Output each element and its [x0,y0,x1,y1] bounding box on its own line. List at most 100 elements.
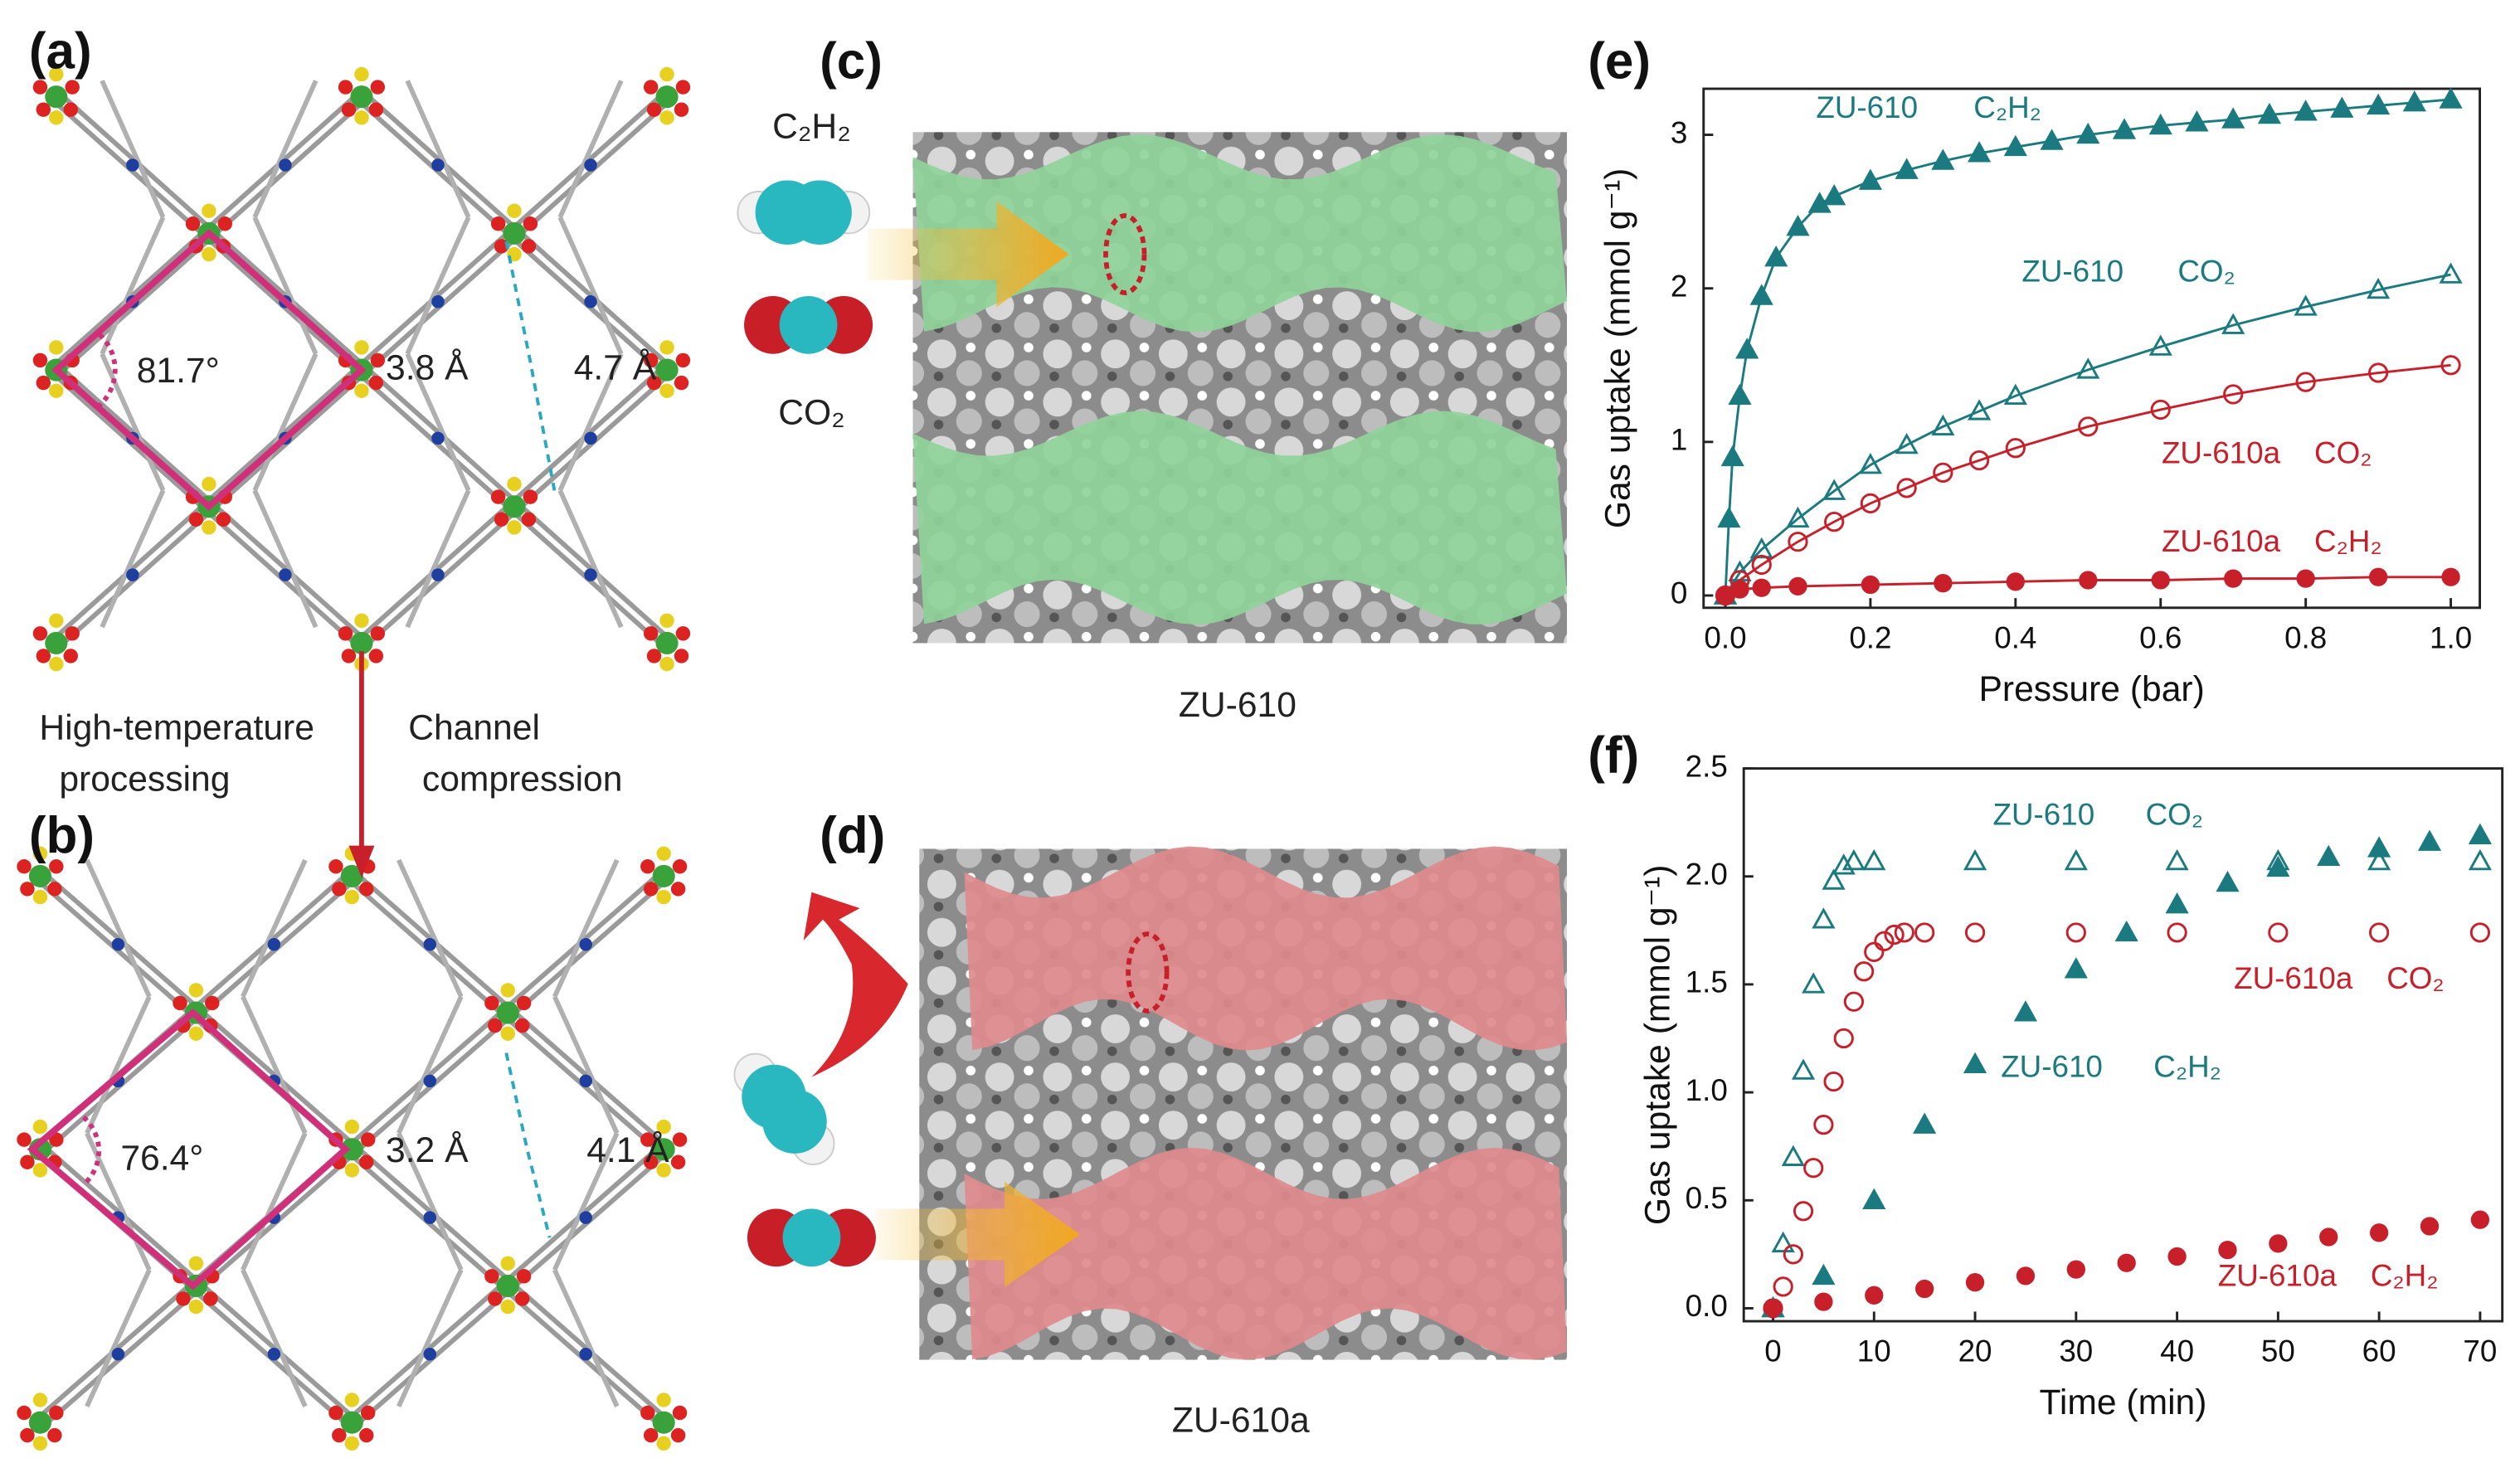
atom [643,352,659,368]
atom [188,512,204,527]
marker [2167,922,2187,943]
atom [523,489,538,504]
atom [368,649,384,663]
atom [656,1393,671,1407]
marker [1864,941,1885,962]
legend-label: ZU-610a [2218,1258,2338,1292]
marker [2295,372,2316,392]
marker [1786,506,1810,528]
atom [216,512,231,527]
marker [2369,1223,2389,1242]
marker [1812,907,1836,929]
nitrogen [579,1348,592,1361]
linker [252,80,319,219]
metal [655,631,679,654]
atom [360,1132,376,1147]
metal [340,1138,363,1161]
y-tick-label: 2.0 [1686,857,1728,891]
marker [2216,870,2240,892]
marker [1894,922,1914,943]
atom [507,203,522,218]
linker [405,489,471,629]
atom [341,102,357,117]
marker [2065,922,2086,943]
nitrogen [423,1348,437,1361]
atom [354,340,369,355]
metal [503,495,526,518]
marker [2076,122,2100,144]
atom [49,859,64,874]
atom [344,1436,360,1451]
atom [672,859,688,874]
linker [557,489,624,629]
atom [659,340,674,355]
linker [396,1132,464,1271]
distance-label: 3.2 Å [386,1130,469,1170]
marker [1843,991,1865,1012]
atom [500,1299,515,1315]
series-line [1724,273,2451,596]
atom [63,649,78,663]
pore-surface [912,134,1568,333]
process-label: High-temperature [39,707,314,747]
x-tick-label: 70 [2463,1334,2497,1368]
atom [490,216,506,231]
linker [557,80,624,219]
linker [241,1268,308,1407]
metal [652,1138,675,1161]
atom [354,110,369,125]
atom [47,882,62,897]
c-atom [779,295,838,354]
linker [557,216,624,355]
marker [2469,922,2491,943]
acetylene [733,1052,835,1166]
y-tick-label: 1.0 [1686,1073,1728,1107]
nitrogen [126,568,139,581]
y-tick-label: 0 [1671,576,1687,610]
marker [2150,399,2171,420]
atom [643,882,659,897]
nitrogen [126,158,139,172]
co2 [747,1208,876,1267]
atom [646,649,662,663]
marker [2218,1241,2237,1260]
marker [1788,576,1807,596]
marker [1860,493,1881,514]
legend-label: ZU-610a [2234,961,2353,995]
x-tick-label: 1.0 [2430,620,2472,654]
x-tick-label: 0.0 [1704,620,1746,654]
atom [672,1405,688,1421]
marker [1965,1273,1985,1292]
gas-label: C₂H₂ [772,107,851,147]
atom [338,626,353,641]
atom [360,1405,376,1421]
atom [490,489,506,504]
metal [652,864,675,887]
atom [500,1256,515,1271]
metal [340,1411,363,1434]
panel-label: (b) [29,807,95,864]
marker [2269,1234,2288,1253]
metal [496,1001,519,1024]
atom [344,889,360,905]
marker [2167,1247,2187,1266]
marker [2368,567,2388,586]
atom [202,203,216,218]
x-tick-label: 30 [2059,1334,2093,1368]
atom [63,102,78,117]
co2 [744,295,873,354]
marker [2151,571,2170,590]
atom [659,613,674,629]
nitrogen [431,158,445,172]
chart: 0 10 20 30 40 50 60 70 0.0 0.5 1.0 1.5 2.0 2.5 Time (m… [1638,749,2504,1422]
nitrogen [431,294,445,309]
atom [328,859,343,874]
pore-surface [964,1147,1568,1360]
nitrogen [584,568,597,581]
y-tick-label: 1 [1671,423,1687,457]
legend-label: CO₂ [2314,435,2372,469]
linker [552,995,620,1135]
marker [2006,572,2025,591]
distance-label: 4.1 Å [586,1130,669,1170]
marker [2268,922,2289,943]
